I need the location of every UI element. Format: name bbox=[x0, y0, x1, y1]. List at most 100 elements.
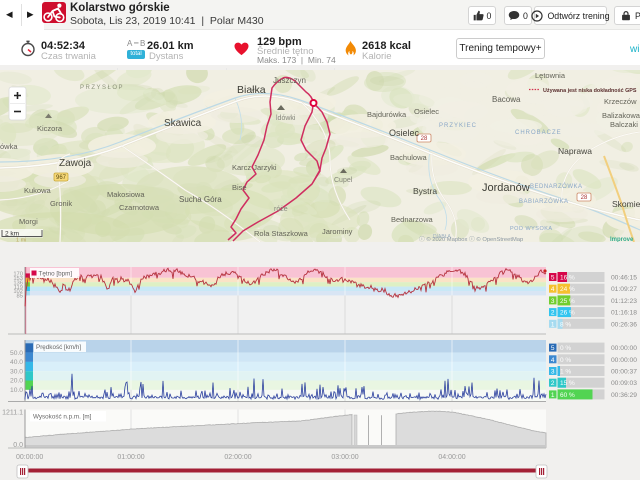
svg-text:Jarominy: Jarominy bbox=[322, 227, 353, 236]
svg-text:28: 28 bbox=[421, 136, 428, 142]
svg-text:03:00:00: 03:00:00 bbox=[331, 454, 358, 461]
svg-text:967: 967 bbox=[56, 175, 67, 181]
svg-text:Wysokość n.p.m. [m]: Wysokość n.p.m. [m] bbox=[33, 413, 92, 420]
svg-text:8 %: 8 % bbox=[560, 321, 571, 328]
svg-text:0.0: 0.0 bbox=[13, 442, 23, 449]
svg-text:Makosiowa: Makosiowa bbox=[107, 190, 145, 199]
svg-text:DIABŁA: DIABŁA bbox=[433, 234, 451, 240]
svg-text:1 %: 1 % bbox=[560, 369, 571, 376]
svg-text:Lętownia: Lętownia bbox=[535, 71, 566, 80]
svg-text:Balczaki: Balczaki bbox=[610, 120, 638, 129]
svg-text:Używana jest niska dokładność: Używana jest niska dokładność GPS bbox=[543, 88, 637, 94]
svg-text:2: 2 bbox=[551, 310, 555, 317]
svg-text:0 %: 0 % bbox=[560, 357, 571, 364]
svg-text:0 %: 0 % bbox=[560, 345, 571, 352]
svg-text:5: 5 bbox=[551, 275, 555, 282]
svg-text:1: 1 bbox=[551, 321, 555, 328]
svg-text:00:00:37: 00:00:37 bbox=[611, 369, 637, 376]
svg-text:2: 2 bbox=[551, 380, 555, 387]
svg-text:00:46:15: 00:46:15 bbox=[611, 275, 637, 282]
svg-text:1: 1 bbox=[551, 392, 555, 399]
svg-text:00:00:00: 00:00:00 bbox=[611, 357, 637, 364]
svg-text:Kukowa: Kukowa bbox=[24, 186, 52, 195]
svg-text:PRZYKIEC: PRZYKIEC bbox=[439, 123, 477, 129]
svg-text:4: 4 bbox=[551, 357, 555, 364]
svg-text:Morgi: Morgi bbox=[19, 217, 38, 226]
svg-text:Osielec: Osielec bbox=[414, 107, 439, 116]
svg-text:Tętno [bpm]: Tętno [bpm] bbox=[39, 270, 73, 277]
svg-text:01:16:18: 01:16:18 bbox=[611, 310, 637, 317]
svg-text:PRZYSŁOP: PRZYSŁOP bbox=[80, 85, 124, 91]
svg-text:102: 102 bbox=[13, 289, 23, 295]
svg-text:B: B bbox=[140, 39, 145, 47]
svg-text:Karcz Jarzyki: Karcz Jarzyki bbox=[232, 163, 277, 172]
svg-text:15 %: 15 % bbox=[560, 380, 575, 387]
svg-text:16 %: 16 % bbox=[560, 275, 575, 282]
svg-text:Bacowa: Bacowa bbox=[492, 95, 521, 104]
svg-text:10.0: 10.0 bbox=[10, 387, 23, 394]
svg-text:BEDNARZÓWKA: BEDNARZÓWKA bbox=[530, 183, 583, 190]
svg-text:CHROBACZE: CHROBACZE bbox=[515, 130, 562, 136]
svg-text:00:00:00: 00:00:00 bbox=[16, 454, 43, 461]
svg-text:Bise: Bise bbox=[232, 183, 247, 192]
svg-text:01:00:00: 01:00:00 bbox=[117, 454, 144, 461]
svg-text:Bednarzowa: Bednarzowa bbox=[391, 215, 434, 224]
svg-text:119: 119 bbox=[14, 285, 23, 291]
svg-text:Jordanów: Jordanów bbox=[482, 182, 530, 194]
svg-text:Balizakowa: Balizakowa bbox=[602, 111, 640, 120]
svg-text:01:12:23: 01:12:23 bbox=[611, 298, 637, 305]
svg-text:Cupel: Cupel bbox=[334, 177, 353, 184]
svg-text:30.0: 30.0 bbox=[10, 368, 23, 375]
svg-text:Skawica: Skawica bbox=[164, 118, 202, 129]
svg-text:ⓘ © 2020 Mapbox ⓘ © OpenStr: ⓘ © 2020 Mapbox ⓘ © OpenStreetMap bbox=[419, 235, 523, 242]
svg-text:00:36:29: 00:36:29 bbox=[611, 392, 637, 399]
svg-text:Prędkość [km/h]: Prędkość [km/h] bbox=[36, 344, 81, 351]
svg-text:20.0: 20.0 bbox=[10, 378, 23, 385]
svg-text:3: 3 bbox=[551, 369, 555, 376]
svg-text:Osielec: Osielec bbox=[389, 128, 420, 138]
svg-text:Bachulowa: Bachulowa bbox=[390, 153, 428, 162]
svg-text:2 km: 2 km bbox=[5, 231, 19, 238]
svg-text:01:09:27: 01:09:27 bbox=[611, 286, 637, 293]
svg-text:60 %: 60 % bbox=[560, 392, 575, 399]
svg-text:Gronik: Gronik bbox=[50, 199, 72, 208]
svg-text:Bajdurówka: Bajdurówka bbox=[367, 110, 407, 119]
svg-text:ówka: ówka bbox=[0, 142, 18, 151]
svg-text:40.0: 40.0 bbox=[10, 359, 23, 366]
svg-text:5: 5 bbox=[551, 345, 555, 352]
svg-text:136: 136 bbox=[13, 280, 23, 286]
svg-text:Improve: Improve bbox=[610, 237, 634, 242]
svg-text:24 %: 24 % bbox=[560, 286, 575, 293]
svg-text:Skomiel: Skomiel bbox=[612, 199, 640, 209]
svg-text:26 %: 26 % bbox=[560, 310, 575, 317]
svg-text:Juszczyn: Juszczyn bbox=[273, 76, 306, 85]
svg-text:153: 153 bbox=[13, 276, 23, 282]
svg-text:50.0: 50.0 bbox=[10, 350, 23, 357]
svg-text:Krzeczów: Krzeczów bbox=[604, 97, 637, 106]
svg-text:róże: róże bbox=[274, 206, 288, 213]
svg-text:00:26:36: 00:26:36 bbox=[611, 321, 637, 328]
svg-text:ldówki: ldówki bbox=[276, 115, 296, 122]
svg-text:02:00:00: 02:00:00 bbox=[224, 454, 251, 461]
svg-text:3: 3 bbox=[551, 298, 555, 305]
svg-text:A: A bbox=[127, 39, 133, 47]
svg-text:POD WYSOKA: POD WYSOKA bbox=[510, 226, 553, 232]
svg-text:1 mi: 1 mi bbox=[16, 238, 26, 243]
svg-text:00:00:00: 00:00:00 bbox=[611, 345, 637, 352]
svg-text:Rola Staszkowa: Rola Staszkowa bbox=[254, 229, 309, 238]
svg-text:04:00:00: 04:00:00 bbox=[438, 454, 465, 461]
svg-text:4: 4 bbox=[551, 286, 555, 293]
svg-text:00:09:03: 00:09:03 bbox=[611, 380, 637, 387]
svg-text:28: 28 bbox=[581, 195, 588, 201]
svg-text:Bystra: Bystra bbox=[413, 186, 437, 196]
svg-text:170: 170 bbox=[13, 272, 23, 278]
svg-text:Czarnotowa: Czarnotowa bbox=[119, 203, 160, 212]
svg-text:BABIARZÓWKA: BABIARZÓWKA bbox=[519, 198, 569, 205]
svg-text:Sucha Góra: Sucha Góra bbox=[179, 195, 222, 204]
svg-text:25 %: 25 % bbox=[560, 298, 575, 305]
svg-text:Kiczora: Kiczora bbox=[37, 124, 63, 133]
svg-text:Zawoja: Zawoja bbox=[59, 158, 92, 169]
svg-text:Białka: Białka bbox=[237, 84, 266, 96]
svg-text:Naprawa: Naprawa bbox=[558, 146, 592, 156]
svg-text:85: 85 bbox=[17, 294, 23, 300]
